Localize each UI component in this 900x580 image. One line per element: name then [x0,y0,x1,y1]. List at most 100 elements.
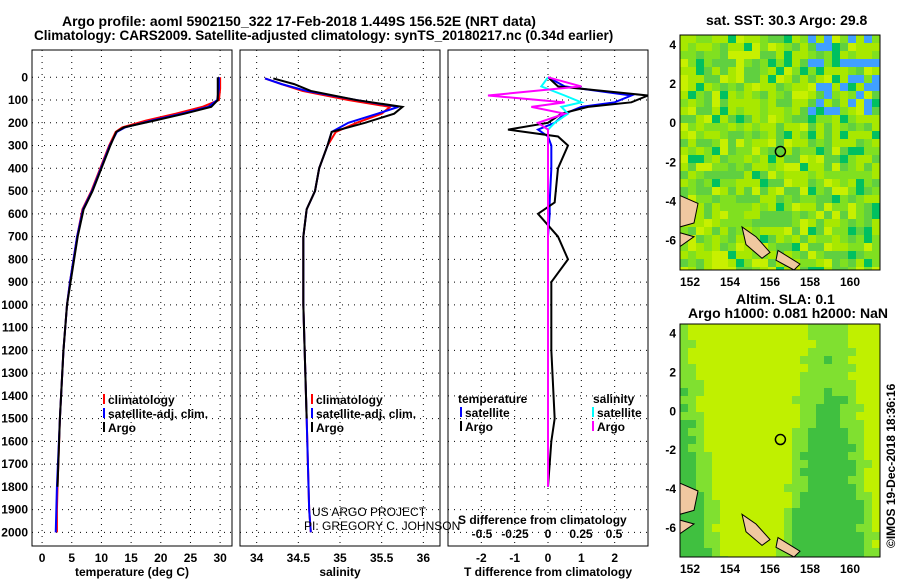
map-cell [856,500,864,508]
map-cell [816,524,824,532]
map-cell [816,155,824,163]
map-cell [760,67,768,75]
map-cell [744,388,752,396]
map-cell [736,412,744,420]
map-cell [680,227,688,235]
map-cell [808,139,816,147]
map-cell [736,171,744,179]
map-cell [760,35,768,43]
map-y-tick-label: -2 [665,155,676,169]
map-cell [704,508,712,516]
map-cell [728,35,736,43]
map-cell [832,155,840,163]
map-cell [768,115,776,123]
map-cell [776,43,784,51]
map-cell [728,372,736,380]
map-cell [800,340,808,348]
map-cell [856,131,864,139]
map-cell [680,404,688,412]
map-cell [776,388,784,396]
map-cell [784,163,792,171]
map-cell [848,492,856,500]
map-cell [808,508,816,516]
map-cell [800,267,808,270]
map-cell [872,524,880,532]
map-cell [792,444,800,452]
map-cell [760,428,768,436]
map-cell [808,219,816,227]
map-cell [776,203,784,211]
map-cell [680,171,688,179]
map-cell [872,83,880,91]
map-cell [800,372,808,380]
map-cell [688,364,696,372]
map-cell [688,179,696,187]
map-cell [712,43,720,51]
map-cell [712,436,720,444]
map-cell [768,532,776,540]
map-cell [872,380,880,388]
map-cell [720,251,728,259]
legend-label: climatology [108,393,175,407]
map-cell [736,404,744,412]
map-cell [760,163,768,171]
map-cell [752,444,760,452]
map-cell [824,243,832,251]
map-cell [704,123,712,131]
map-cell [792,468,800,476]
map-cell [864,372,872,380]
map-cell [736,532,744,540]
map-cell [848,460,856,468]
map-cell [800,548,808,556]
map-cell [800,476,808,484]
map-cell [864,460,872,468]
map-cell [680,540,688,548]
map-cell [736,420,744,428]
map-cell [728,476,736,484]
credit-line-1: US ARGO PROJECT [312,505,427,519]
map-cell [776,243,784,251]
map-cell [776,235,784,243]
map-cell [744,107,752,115]
x2-axis-label: S difference from climatology [458,513,627,527]
map-cell [704,372,712,380]
map-cell [736,348,744,356]
map-cell [688,171,696,179]
map-cell [776,195,784,203]
map-cell [768,404,776,412]
map-cell [832,332,840,340]
map-cell [696,203,704,211]
map-cell [816,532,824,540]
map-cell [808,324,816,332]
map-cell [824,380,832,388]
map-cell [760,348,768,356]
map-cell [736,99,744,107]
map-cell [744,251,752,259]
map-cell [704,348,712,356]
map-cell [768,107,776,115]
map-cell [752,348,760,356]
map-cell [720,444,728,452]
map-cell [744,171,752,179]
map-cell [848,163,856,171]
map-cell [864,91,872,99]
map-cell [856,516,864,524]
map-cell [704,91,712,99]
map-cell [768,139,776,147]
map-cell [752,163,760,171]
map-cell [816,139,824,147]
map-cell [728,332,736,340]
map-cell [768,508,776,516]
map-cell [744,59,752,67]
map-cell [776,420,784,428]
map-cell [768,356,776,364]
map-cell [736,500,744,508]
map-cell [864,524,872,532]
map-cell [848,155,856,163]
map-cell [760,476,768,484]
map-cell [704,452,712,460]
map-cell [712,516,720,524]
map-cell [688,340,696,348]
map-cell [696,67,704,75]
map-cell [808,51,816,59]
